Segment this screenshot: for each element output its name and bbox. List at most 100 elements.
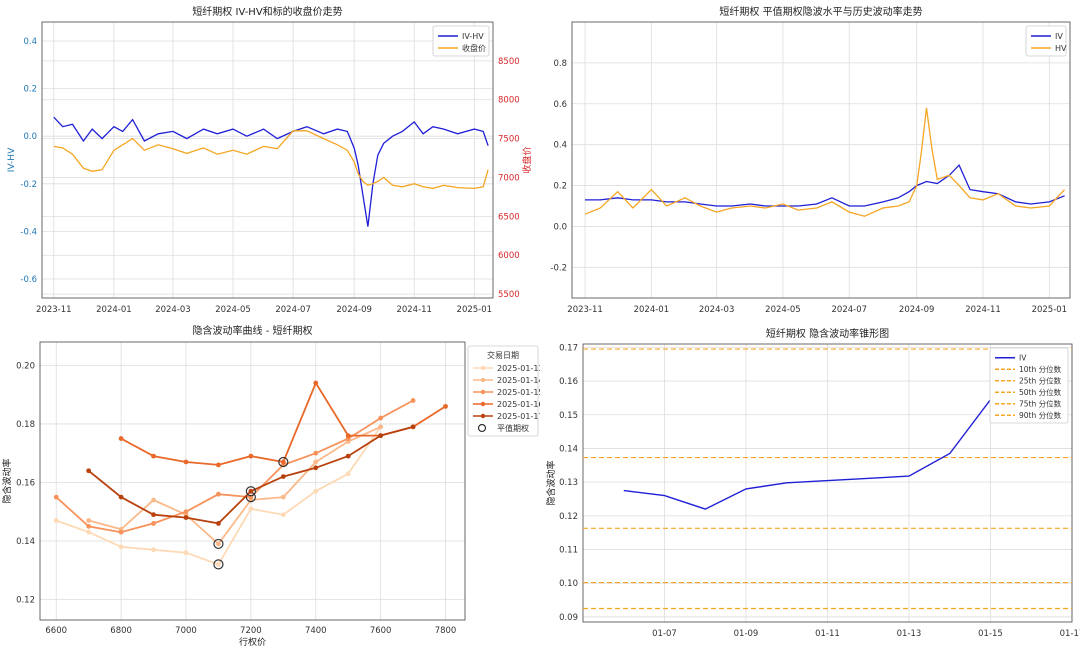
data-point [216, 562, 221, 567]
y-tick-label: -0.6 [20, 275, 37, 285]
y-tick-label: 0.17 [559, 343, 578, 353]
x-tick-label: 7000 [175, 626, 197, 636]
y2-tick-label: 8500 [498, 57, 520, 67]
x-tick-label: 2024-05 [765, 305, 801, 315]
series-line-2025-01-14 [88, 426, 381, 546]
x-tick-label: 7400 [305, 626, 327, 636]
x-tick-label: 2024-05 [215, 305, 251, 315]
legend-label: IV [1055, 32, 1063, 41]
data-point [345, 433, 351, 439]
y-tick-label: 0.14 [16, 537, 35, 547]
y-tick-label: -0.4 [20, 227, 37, 237]
y-tick-label: 0.8 [553, 59, 567, 69]
chart-title: 短纤期权 平值期权隐波水平与历史波动率走势 [719, 5, 922, 18]
legend-label: 2025-01-13 [497, 364, 540, 373]
y2-tick-label: 6500 [498, 212, 520, 222]
x-axis-label: 行权价 [239, 636, 266, 646]
y-tick-label: 0.15 [559, 411, 578, 421]
series-line-iv [623, 360, 1032, 510]
x-tick-label: 01-15 [978, 629, 1003, 639]
plot-frame [41, 21, 494, 299]
x-tick-label: 7800 [435, 626, 457, 636]
data-point [216, 491, 221, 497]
x-tick-label: 2024-07 [832, 305, 868, 315]
data-point [151, 497, 156, 503]
legend-swatch-dot [480, 413, 486, 419]
legend-swatch-dot [480, 377, 486, 383]
data-point [280, 459, 286, 465]
series-line-iv [585, 163, 1065, 207]
data-point [118, 494, 124, 500]
x-tick-label: 6800 [110, 626, 132, 636]
y-tick-label: 0.16 [16, 478, 35, 488]
legend-swatch-dot [480, 389, 486, 395]
y-tick-label: 0.10 [559, 579, 578, 589]
series-line-close-price [53, 130, 489, 190]
y-tick-label: 0.2 [23, 85, 37, 95]
x-tick-label: 2025-01 [1032, 305, 1068, 315]
data-point [151, 512, 156, 518]
data-point [86, 523, 92, 529]
data-point [216, 541, 221, 547]
atm-marker [213, 559, 224, 570]
data-point [378, 424, 384, 430]
x-tick-label: 01-13 [897, 629, 922, 639]
data-point [378, 415, 384, 421]
x-tick-label: 2024-07 [275, 305, 311, 315]
data-point [313, 465, 319, 471]
data-point [118, 544, 124, 550]
x-tick-label: 2024-03 [699, 305, 735, 315]
data-point [313, 488, 319, 494]
legend-label: 2025-01-15 [497, 388, 540, 397]
data-point [151, 547, 156, 553]
y-axis-label: 隐含波动率 [545, 460, 557, 505]
legend-label: 90th 分位数 [1019, 410, 1062, 420]
legend-label: 10th 分位数 [1019, 364, 1062, 374]
chart-title: 隐含波动率曲线 - 短纤期权 [193, 324, 313, 337]
data-point [248, 488, 254, 494]
data-point [53, 518, 59, 523]
legend-label: 2025-01-16 [497, 400, 540, 409]
data-point [216, 462, 221, 468]
legend-label: IV [1019, 353, 1027, 362]
data-point [183, 509, 189, 515]
legend-label: IV-HV [462, 32, 484, 41]
data-point [151, 453, 156, 459]
legend-label: HV [1055, 44, 1067, 53]
legend-swatch-dot [480, 365, 486, 371]
x-tick-label: 2023-11 [36, 305, 72, 315]
data-point [118, 436, 124, 441]
plot-frame [582, 343, 1073, 623]
plot-frame [39, 341, 466, 621]
y2-axis-label: 收盘价 [521, 146, 533, 173]
x-tick-label: 6600 [45, 626, 67, 636]
atm-marker [278, 456, 289, 468]
y-tick-label: 0.20 [16, 361, 35, 371]
y-tick-label: 0.0 [553, 222, 567, 232]
y2-tick-label: 8000 [498, 96, 520, 106]
y2-tick-label: 6000 [498, 251, 520, 261]
data-point [183, 459, 189, 465]
plot-frame [571, 21, 1071, 299]
legend-marker-atm [477, 423, 487, 433]
x-tick-label: 2024-01 [634, 305, 670, 315]
x-tick-label: 2024-11 [965, 305, 1001, 315]
x-tick-label: 2024-01 [96, 305, 132, 315]
y-axis-label: 隐含波动率 [1, 458, 13, 503]
iv-hv-close-price-chart: 2023-11 2024-01 2024-03 2024-05 2024-07 2024-… [7, 5, 533, 315]
y-tick-label: 0.09 [559, 613, 578, 623]
x-tick-label: 2024-03 [155, 305, 191, 315]
chart-title: 短纤期权 IV-HV和标的收盘价走势 [192, 5, 342, 18]
legend-swatch-dot [480, 401, 486, 407]
y-tick-label: 0.18 [16, 420, 35, 430]
y2-tick-label: 5500 [498, 290, 520, 300]
atm-marker [213, 538, 224, 550]
chart-title: 短纤期权 隐含波动率锥形图 [766, 327, 889, 340]
data-point [151, 521, 156, 526]
legend-label: 25th 分位数 [1019, 375, 1062, 385]
x-tick-label: 7200 [240, 626, 262, 636]
x-tick-label: 01-11 [815, 629, 840, 639]
series-line-iv-hv [53, 116, 489, 227]
iv-smile-chart: 6600 6800 7000 7200 7400 7600 7800 0.12 0.14 0.16… [1, 324, 540, 646]
y2-tick-label: 7500 [498, 135, 520, 145]
